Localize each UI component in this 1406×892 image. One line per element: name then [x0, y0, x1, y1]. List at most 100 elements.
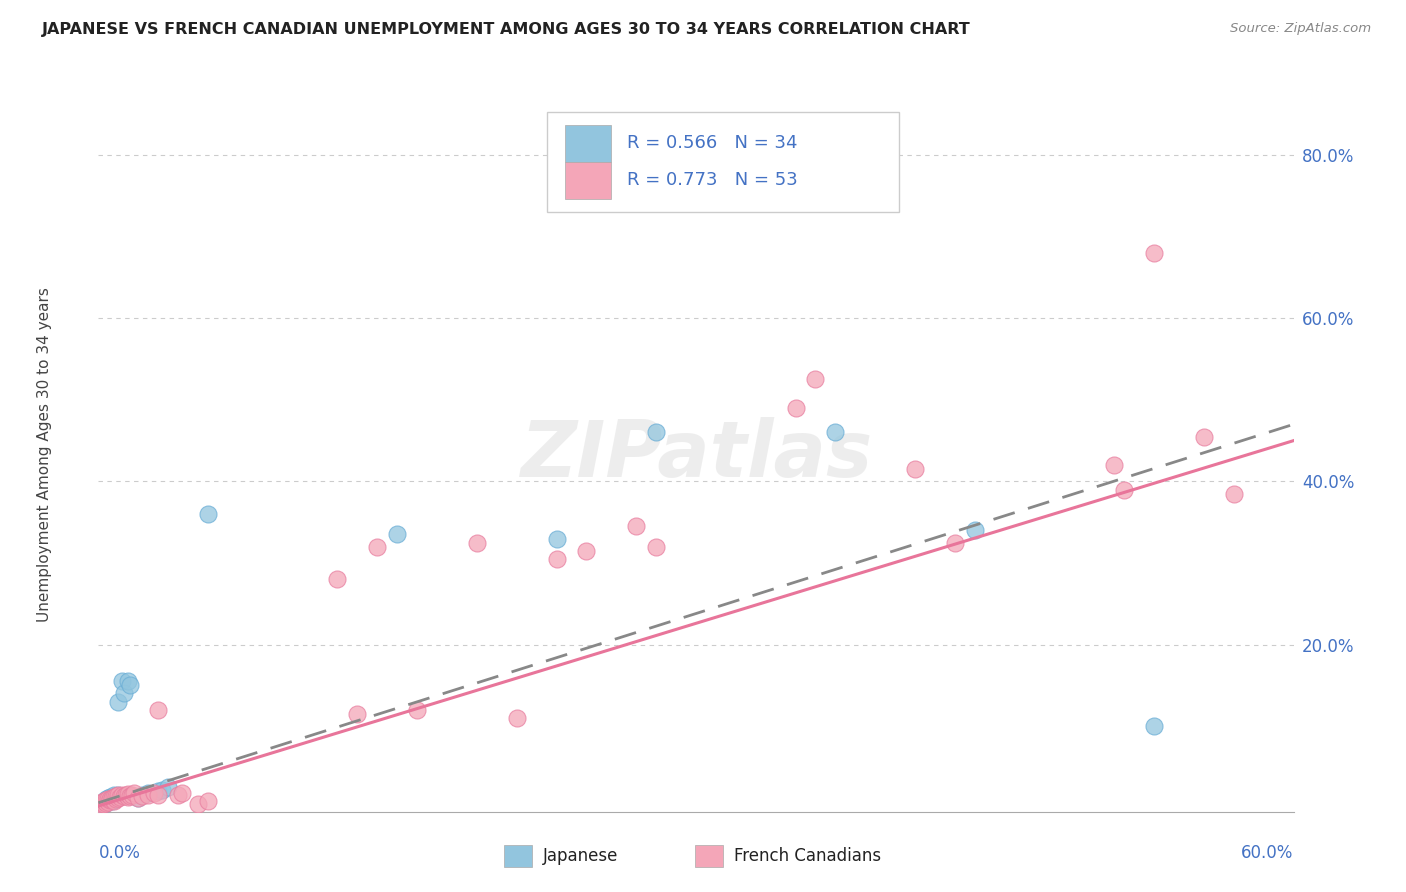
- Point: [148, 703, 170, 717]
- Point: [101, 790, 124, 805]
- Point: [103, 791, 125, 805]
- Point: [103, 794, 125, 808]
- Point: [93, 797, 115, 812]
- FancyBboxPatch shape: [565, 161, 612, 199]
- Point: [107, 790, 129, 805]
- FancyBboxPatch shape: [503, 845, 533, 867]
- Point: [107, 789, 129, 803]
- Point: [117, 787, 139, 801]
- Point: [101, 794, 124, 808]
- Point: [943, 535, 966, 549]
- Point: [645, 540, 668, 554]
- Point: [91, 795, 114, 809]
- Point: [93, 794, 115, 808]
- Point: [804, 372, 827, 386]
- Point: [626, 519, 648, 533]
- Text: 60.0%: 60.0%: [1241, 844, 1294, 862]
- Text: R = 0.773   N = 53: R = 0.773 N = 53: [627, 171, 797, 189]
- Point: [120, 789, 142, 804]
- Point: [111, 674, 134, 689]
- Point: [91, 797, 114, 811]
- Point: [346, 706, 368, 721]
- Point: [101, 792, 124, 806]
- Point: [1222, 486, 1246, 500]
- Point: [93, 797, 115, 811]
- Point: [148, 784, 170, 798]
- Text: JAPANESE VS FRENCH CANADIAN UNEMPLOYMENT AMONG AGES 30 TO 34 YEARS CORRELATION C: JAPANESE VS FRENCH CANADIAN UNEMPLOYMENT…: [42, 22, 972, 37]
- Point: [100, 792, 122, 806]
- Point: [111, 788, 134, 802]
- Point: [197, 794, 219, 808]
- Point: [172, 786, 194, 800]
- Point: [120, 678, 142, 692]
- Point: [136, 786, 159, 800]
- Point: [1102, 458, 1125, 472]
- Point: [93, 794, 115, 808]
- Point: [546, 532, 568, 546]
- Point: [117, 790, 139, 805]
- Point: [150, 782, 173, 797]
- Point: [187, 797, 209, 811]
- FancyBboxPatch shape: [547, 112, 900, 212]
- Point: [131, 789, 153, 804]
- FancyBboxPatch shape: [695, 845, 724, 867]
- Point: [465, 535, 488, 549]
- Point: [100, 791, 122, 805]
- FancyBboxPatch shape: [565, 125, 612, 161]
- Point: [148, 789, 170, 803]
- Point: [103, 790, 125, 805]
- Point: [645, 425, 668, 440]
- Point: [112, 789, 135, 804]
- Point: [1143, 719, 1166, 733]
- Point: [1192, 429, 1215, 443]
- Text: Unemployment Among Ages 30 to 34 years: Unemployment Among Ages 30 to 34 years: [37, 287, 52, 623]
- Point: [107, 788, 129, 802]
- Point: [97, 792, 120, 806]
- Point: [97, 790, 120, 805]
- Point: [96, 793, 118, 807]
- Point: [107, 695, 129, 709]
- Point: [197, 507, 219, 521]
- Point: [824, 425, 846, 440]
- Point: [101, 790, 124, 805]
- Point: [117, 674, 139, 689]
- Text: Source: ZipAtlas.com: Source: ZipAtlas.com: [1230, 22, 1371, 36]
- Text: R = 0.566   N = 34: R = 0.566 N = 34: [627, 134, 797, 152]
- Point: [89, 798, 111, 813]
- Point: [100, 790, 122, 805]
- Point: [121, 788, 143, 802]
- Point: [963, 524, 986, 538]
- Point: [105, 789, 128, 804]
- Point: [112, 686, 135, 700]
- Point: [546, 552, 568, 566]
- Point: [127, 790, 149, 805]
- Point: [103, 789, 125, 803]
- Point: [143, 786, 166, 800]
- Point: [105, 789, 128, 804]
- Point: [127, 790, 149, 805]
- Point: [136, 788, 159, 802]
- Point: [1143, 246, 1166, 260]
- Point: [96, 796, 118, 810]
- Point: [96, 792, 118, 806]
- Point: [157, 780, 180, 795]
- Point: [575, 543, 598, 558]
- Text: Japanese: Japanese: [543, 847, 619, 865]
- Point: [131, 789, 153, 803]
- Point: [785, 401, 807, 415]
- Point: [91, 797, 114, 812]
- Point: [506, 711, 529, 725]
- Text: ZIPatlas: ZIPatlas: [520, 417, 872, 493]
- Point: [96, 796, 118, 810]
- Text: 0.0%: 0.0%: [98, 844, 141, 862]
- Point: [110, 790, 132, 805]
- Point: [406, 703, 429, 717]
- Point: [366, 540, 388, 554]
- Point: [115, 789, 138, 803]
- Point: [124, 786, 146, 800]
- Text: French Canadians: French Canadians: [734, 847, 882, 865]
- Point: [385, 527, 409, 541]
- Point: [326, 572, 349, 586]
- Point: [100, 793, 122, 807]
- Point: [97, 795, 120, 809]
